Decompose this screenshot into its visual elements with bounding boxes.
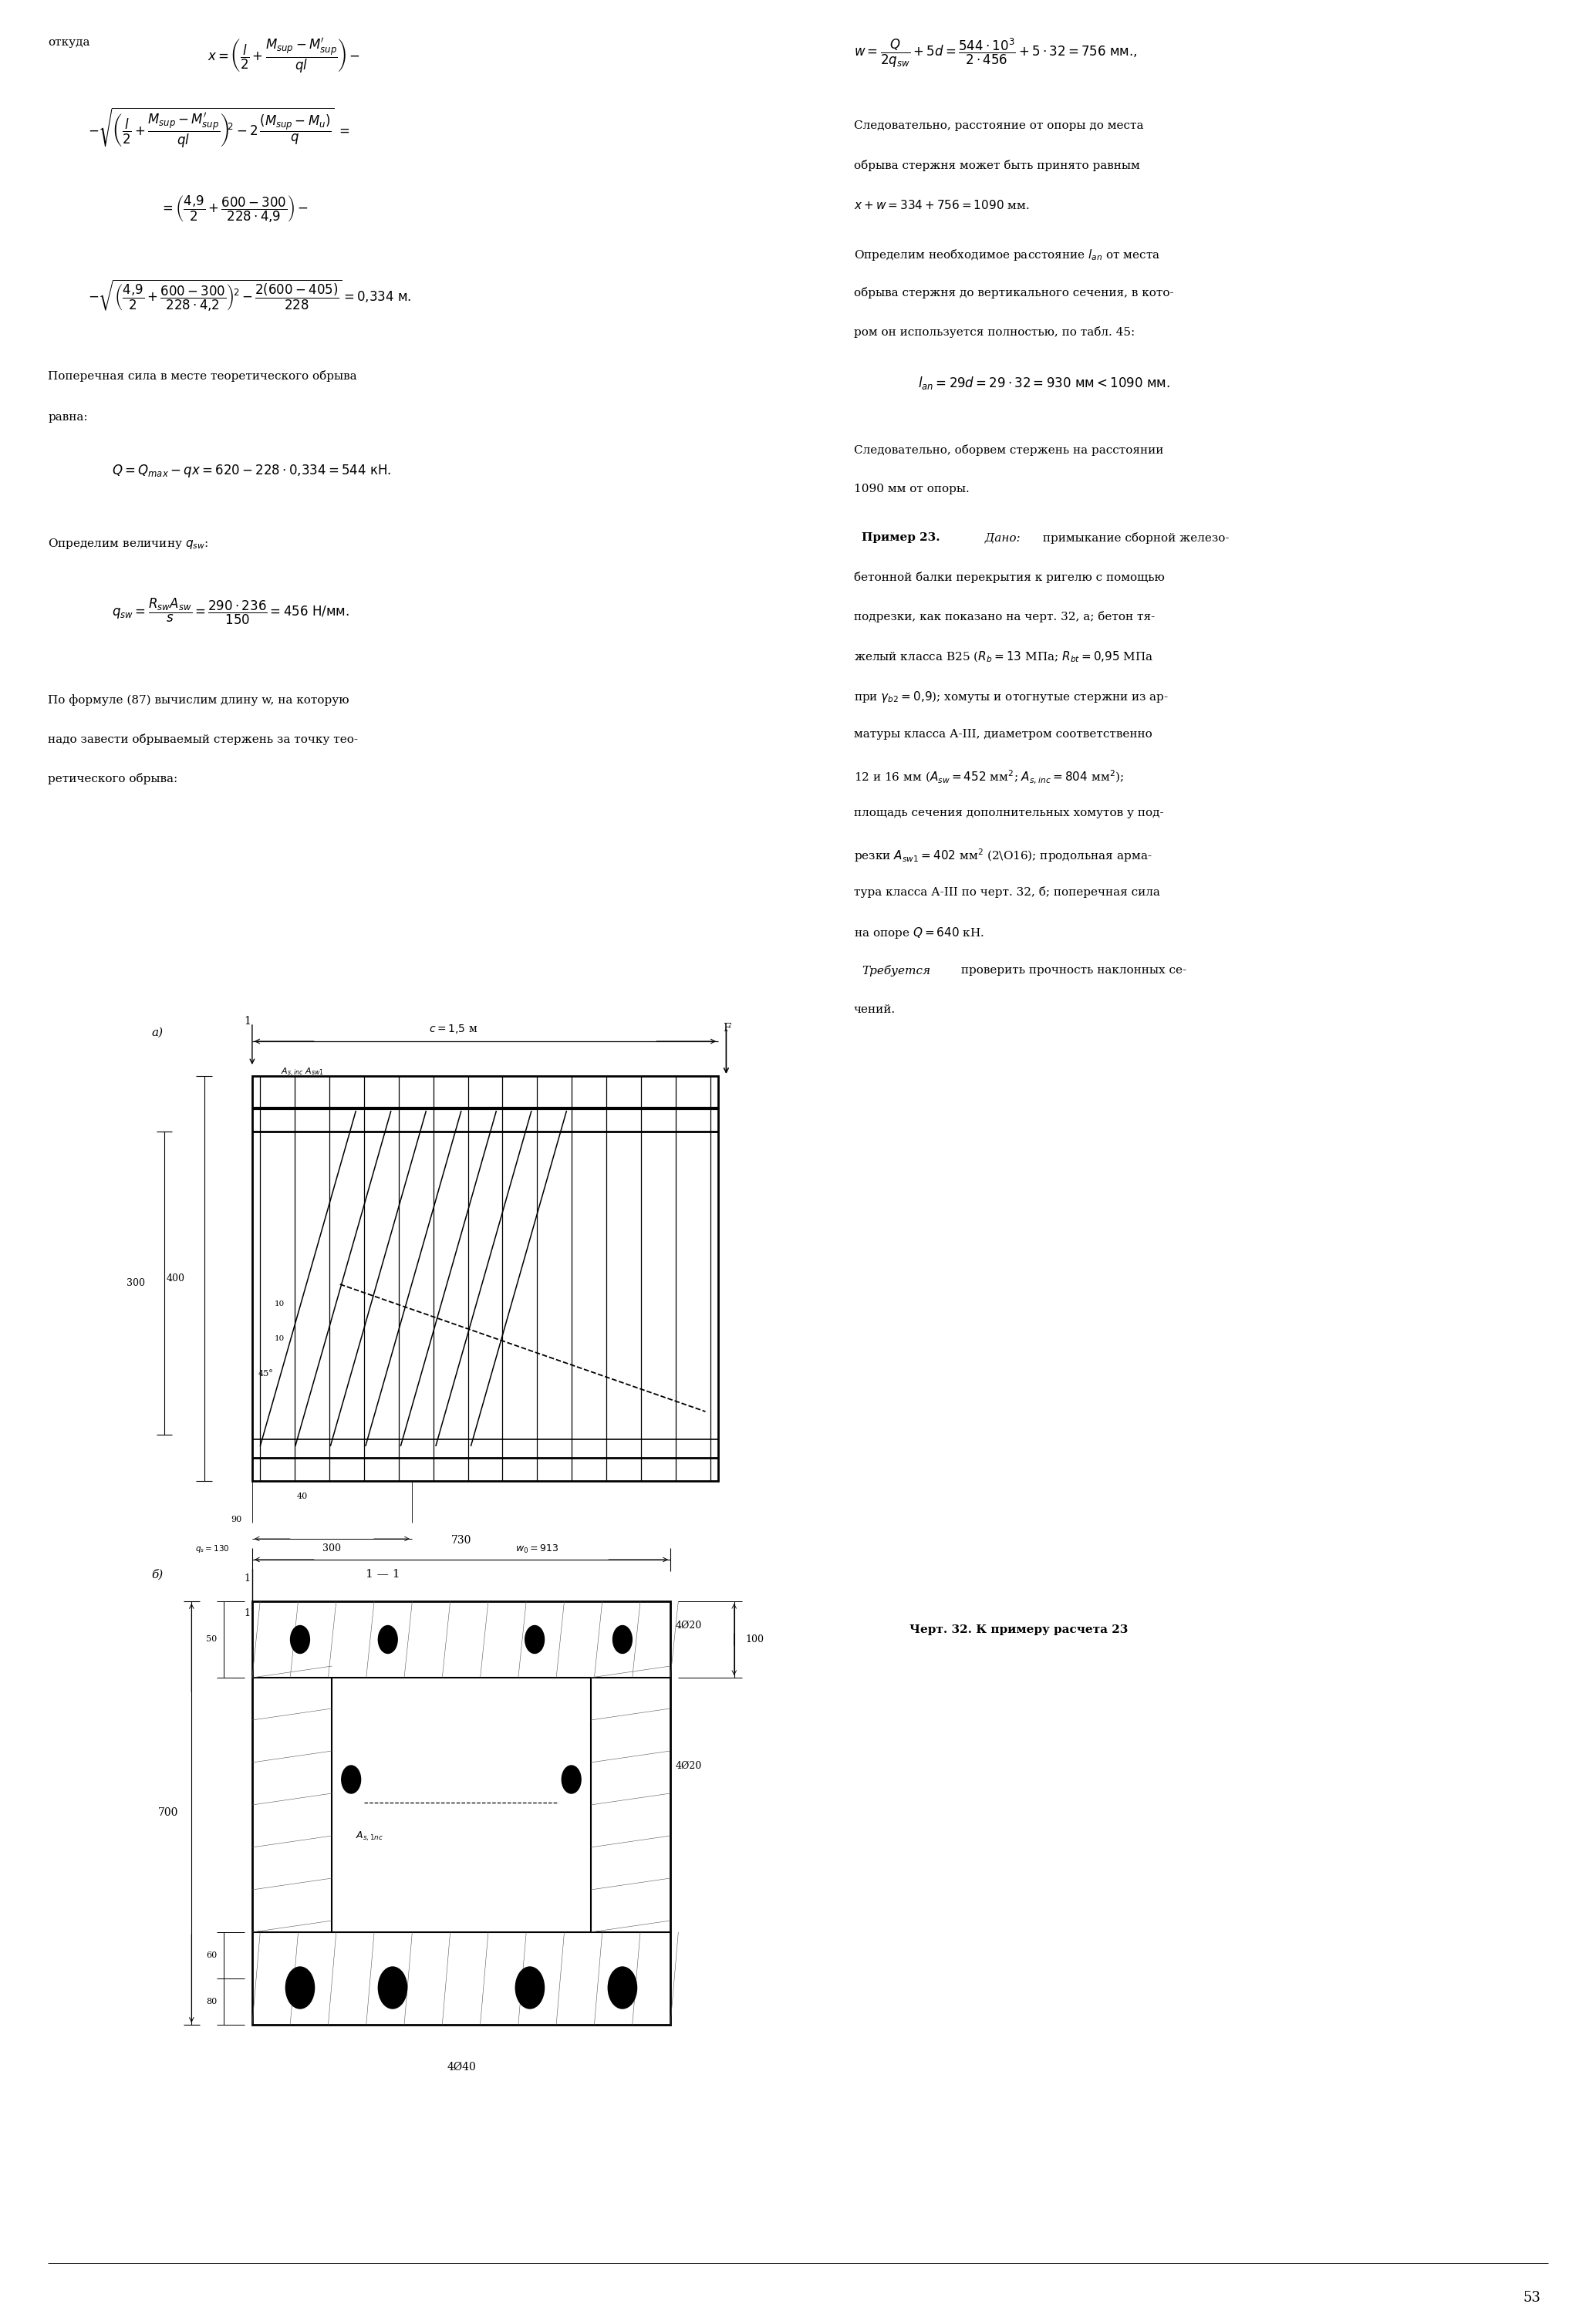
Text: 300: 300: [322, 1543, 342, 1553]
Circle shape: [378, 1624, 397, 1652]
Text: при $\gamma_{b2} = 0{,}9$); хомуты и отогнутые стержни из ар-: при $\gamma_{b2} = 0{,}9$); хомуты и ото…: [854, 690, 1168, 703]
Text: Определим величину $q_{sw}$:: Определим величину $q_{sw}$:: [48, 537, 209, 551]
Text: 10: 10: [275, 1300, 284, 1307]
Circle shape: [290, 1624, 310, 1652]
Text: 1: 1: [244, 1016, 251, 1027]
Text: По формуле (87) вычислим длину w, на которую: По формуле (87) вычислим длину w, на кот…: [48, 694, 350, 706]
Text: 100: 100: [745, 1634, 764, 1645]
Text: обрыва стержня может быть принято равным: обрыва стержня может быть принято равным: [854, 160, 1140, 171]
Text: 4Ø20: 4Ø20: [675, 1620, 702, 1631]
Text: примыкание сборной железо-: примыкание сборной железо-: [1039, 532, 1229, 544]
Text: 12 и 16 мм ($A_{sw} = 452$ мм$^2$; $A_{s,inc} = 804$ мм$^2$);: 12 и 16 мм ($A_{sw} = 452$ мм$^2$; $A_{s…: [854, 768, 1124, 784]
Text: Следовательно, расстояние от опоры до места: Следовательно, расстояние от опоры до ме…: [854, 120, 1143, 132]
Text: 730: 730: [452, 1534, 471, 1546]
Text: 1 — 1: 1 — 1: [365, 1569, 401, 1580]
Text: 60: 60: [206, 1951, 217, 1960]
Text: матуры класса А-III, диаметром соответственно: матуры класса А-III, диаметром соответст…: [854, 729, 1152, 740]
Text: 4Ø20: 4Ø20: [675, 1761, 702, 1770]
Text: б): б): [152, 1569, 163, 1580]
Text: 53: 53: [1523, 2291, 1542, 2305]
Text: 90: 90: [231, 1516, 241, 1523]
Text: $q_{sw} = \dfrac{R_{sw} A_{sw}}{s} = \dfrac{290 \cdot 236}{150} = 456\text{ Н/мм: $q_{sw} = \dfrac{R_{sw} A_{sw}}{s} = \df…: [112, 597, 350, 627]
Circle shape: [525, 1624, 544, 1652]
Circle shape: [608, 1967, 637, 2009]
Text: $-\sqrt{\left(\dfrac{4{,}9}{2} + \dfrac{600 - 300}{228 \cdot 4{,}2}\right)^{\!2}: $-\sqrt{\left(\dfrac{4{,}9}{2} + \dfrac{…: [88, 278, 412, 312]
Circle shape: [516, 1967, 544, 2009]
Text: F: F: [723, 1023, 731, 1034]
Text: 40: 40: [297, 1493, 308, 1499]
Text: Следовательно, оборвем стержень на расстоянии: Следовательно, оборвем стержень на расст…: [854, 444, 1163, 456]
Text: 1090 мм от опоры.: 1090 мм от опоры.: [854, 484, 969, 495]
Text: 4Ø40: 4Ø40: [447, 2062, 476, 2073]
Text: $c = 1{,}5$ м: $c = 1{,}5$ м: [429, 1023, 477, 1034]
Text: равна:: равна:: [48, 412, 88, 423]
Text: $w_0 = 913$: $w_0 = 913$: [516, 1543, 559, 1555]
Text: $-\sqrt{\left(\dfrac{l}{2} + \dfrac{M_{sup} - M^{\prime}_{sup}}{ql}\right)^{\!2}: $-\sqrt{\left(\dfrac{l}{2} + \dfrac{M_{s…: [88, 106, 350, 150]
Text: Поперечная сила в месте теоретического обрыва: Поперечная сила в месте теоретического о…: [48, 370, 358, 382]
Text: на опоре $Q = 640$ кН.: на опоре $Q = 640$ кН.: [854, 926, 985, 939]
Text: площадь сечения дополнительных хомутов у под-: площадь сечения дополнительных хомутов у…: [854, 808, 1163, 819]
Text: 400: 400: [166, 1273, 185, 1284]
Text: Определим необходимое расстояние $l_{an}$ от места: Определим необходимое расстояние $l_{an}…: [854, 248, 1160, 261]
Text: $Q = Q_{max} - qx = 620 - 228 \cdot 0{,}334 = 544\text{ кН.}$: $Q = Q_{max} - qx = 620 - 228 \cdot 0{,}…: [112, 463, 391, 479]
Circle shape: [378, 1967, 407, 2009]
Circle shape: [613, 1624, 632, 1652]
Bar: [252, 1076, 718, 1481]
Text: чений.: чений.: [854, 1004, 895, 1016]
Text: Пример 23.: Пример 23.: [862, 532, 940, 544]
Text: 50: 50: [206, 1636, 217, 1643]
Text: $l_{an} = 29d = 29 \cdot 32 = 930\text{ мм} < 1090\text{ мм.}$: $l_{an} = 29d = 29 \cdot 32 = 930\text{ …: [918, 375, 1170, 391]
Text: 45°: 45°: [259, 1370, 275, 1377]
Text: 700: 700: [158, 1807, 179, 1819]
Text: Дано:: Дано:: [982, 532, 1020, 544]
Text: $A_{s,\mathit{1nc}}$: $A_{s,\mathit{1nc}}$: [356, 1830, 383, 1842]
Text: 300: 300: [126, 1277, 145, 1289]
Text: 1: 1: [244, 1574, 251, 1583]
Text: Требуется: Требуется: [862, 965, 930, 977]
Text: подрезки, как показано на черт. 32, а; бетон тя-: подрезки, как показано на черт. 32, а; б…: [854, 611, 1156, 622]
Text: $q_s{=}130$: $q_s{=}130$: [195, 1543, 230, 1555]
Text: ром он используется полностью, по табл. 45:: ром он используется полностью, по табл. …: [854, 326, 1135, 338]
Text: бетонной балки перекрытия к ригелю с помощью: бетонной балки перекрытия к ригелю с пом…: [854, 572, 1165, 583]
Text: откуда: откуда: [48, 37, 89, 49]
Text: проверить прочность наклонных се-: проверить прочность наклонных се-: [958, 965, 1187, 977]
Text: резки $A_{sw1} = 402$ мм$^2$ (2\O16); продольная арма-: резки $A_{sw1} = 402$ мм$^2$ (2\O16); пр…: [854, 847, 1152, 863]
Text: 80: 80: [206, 1997, 217, 2006]
Text: желый класса В25 ($R_b = 13$ МПа; $R_{bt} = 0{,}95$ МПа: желый класса В25 ($R_b = 13$ МПа; $R_{bt…: [854, 650, 1154, 664]
Bar: [252, 1601, 670, 2025]
Text: надо завести обрываемый стержень за точку тео-: надо завести обрываемый стержень за точк…: [48, 734, 358, 745]
Circle shape: [342, 1766, 361, 1793]
Text: 1: 1: [244, 1608, 251, 1617]
Text: обрыва стержня до вертикального сечения, в кото-: обрыва стержня до вертикального сечения,…: [854, 287, 1173, 299]
Text: $x + w = 334 + 756 = 1090$ мм.: $x + w = 334 + 756 = 1090$ мм.: [854, 199, 1029, 211]
Text: тура класса А-III по черт. 32, б; поперечная сила: тура класса А-III по черт. 32, б; попере…: [854, 886, 1160, 898]
Text: 10: 10: [275, 1335, 284, 1342]
Text: $= \left(\dfrac{4{,}9}{2} + \dfrac{600 - 300}{228 \cdot 4{,}9}\right) -$: $= \left(\dfrac{4{,}9}{2} + \dfrac{600 -…: [160, 194, 308, 224]
Text: $w = \dfrac{Q}{2q_{sw}} + 5d = \dfrac{544 \cdot 10^3}{2 \cdot 456} + 5 \cdot 32 : $w = \dfrac{Q}{2q_{sw}} + 5d = \dfrac{54…: [854, 37, 1138, 69]
Circle shape: [286, 1967, 314, 2009]
Text: $x = \left(\dfrac{l}{2} + \dfrac{M_{sup} - M^{\prime}_{sup}}{ql}\right) -$: $x = \left(\dfrac{l}{2} + \dfrac{M_{sup}…: [207, 37, 361, 76]
Text: Черт. 32. К примеру расчета 23: Черт. 32. К примеру расчета 23: [910, 1624, 1128, 1636]
Circle shape: [562, 1766, 581, 1793]
Text: $A_{s,inc}\ A_{sw1}$: $A_{s,inc}\ A_{sw1}$: [281, 1067, 324, 1078]
Text: а): а): [152, 1027, 163, 1039]
Text: ретического обрыва:: ретического обрыва:: [48, 773, 177, 784]
